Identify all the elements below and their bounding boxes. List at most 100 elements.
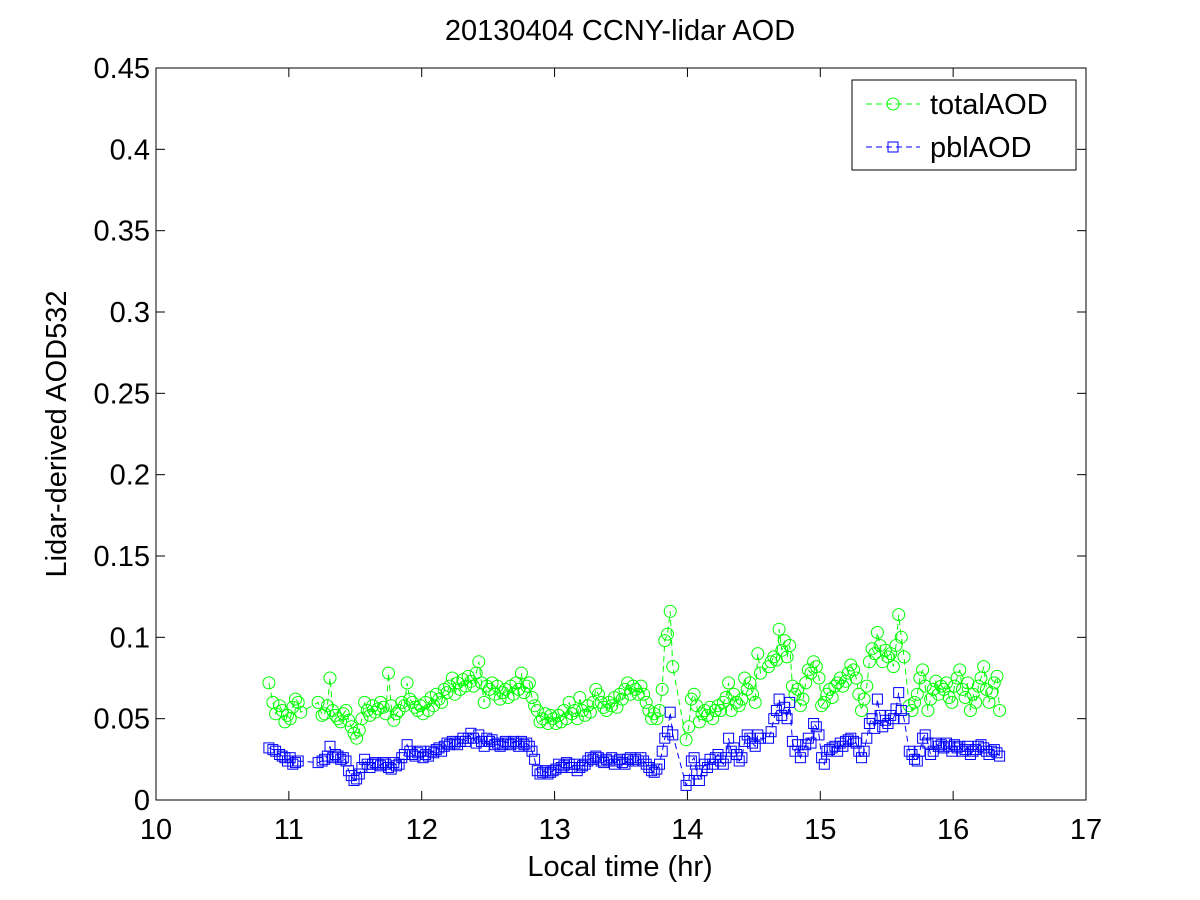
data-point-totalAOD: [639, 695, 653, 709]
data-point-totalAOD: [490, 679, 504, 693]
data-point-pblAOD: [683, 775, 695, 786]
data-point-totalAOD: [993, 704, 1007, 717]
data-point-totalAOD: [886, 660, 900, 674]
data-point-totalAOD: [631, 687, 645, 701]
data-point-pblAOD: [871, 693, 883, 705]
data-point-pblAOD: [654, 758, 665, 770]
data-point-totalAOD: [950, 671, 964, 685]
data-point-totalAOD: [525, 691, 539, 704]
y-tick-label: 0.25: [94, 378, 150, 410]
x-tick-label: 12: [406, 814, 438, 846]
data-point-totalAOD: [618, 682, 632, 696]
data-point-totalAOD: [615, 692, 629, 706]
data-point-pblAOD: [768, 713, 780, 725]
data-point-pblAOD: [797, 745, 809, 757]
data-point-totalAOD: [924, 692, 938, 706]
data-point-totalAOD: [754, 666, 767, 680]
data-point-totalAOD: [440, 686, 454, 700]
data-point-totalAOD: [395, 695, 409, 709]
data-point-totalAOD: [881, 650, 895, 664]
data-point-totalAOD: [568, 704, 581, 717]
data-point-pblAOD: [794, 752, 806, 764]
data-point-pblAOD: [337, 752, 349, 764]
series-totalAOD: [262, 604, 1007, 747]
plot-area: [156, 68, 1086, 800]
y-tick-label: 0.05: [94, 704, 150, 736]
data-point-totalAOD: [311, 695, 325, 709]
legend-box: [851, 79, 1077, 171]
data-point-totalAOD: [815, 699, 829, 713]
series-layer: [262, 604, 1007, 791]
data-point-pblAOD: [784, 696, 796, 708]
data-point-totalAOD: [870, 626, 884, 639]
x-tick-label: 13: [538, 814, 570, 846]
data-point-totalAOD: [408, 700, 422, 714]
data-point-totalAOD: [746, 687, 759, 701]
y-tick-label: 0.15: [94, 541, 150, 573]
data-point-totalAOD: [852, 687, 866, 701]
data-point-pblAOD: [808, 718, 820, 729]
data-point-totalAOD: [390, 707, 403, 721]
data-point-totalAOD: [916, 663, 930, 677]
x-tick-label: 11: [274, 814, 304, 846]
data-point-pblAOD: [919, 729, 931, 741]
x-tick-label: 10: [140, 814, 172, 846]
data-point-totalAOD: [323, 671, 337, 685]
data-point-totalAOD: [371, 702, 385, 716]
x-tick-label: 17: [1070, 814, 1102, 846]
data-point-totalAOD: [945, 695, 959, 709]
data-point-pblAOD: [763, 732, 774, 744]
data-point-totalAOD: [591, 687, 605, 701]
data-point-totalAOD: [368, 705, 382, 719]
data-point-totalAOD: [894, 630, 908, 644]
data-point-totalAOD: [849, 671, 863, 685]
data-point-pblAOD: [805, 737, 817, 749]
legend-entry-totalAOD: totalAOD: [866, 89, 1048, 121]
axes-box: [155, 67, 1087, 801]
data-point-totalAOD: [339, 704, 353, 717]
data-point-totalAOD: [661, 627, 674, 641]
legend-entry-pblAOD: pblAOD: [866, 132, 1032, 164]
data-point-totalAOD: [583, 705, 597, 719]
data-point-pblAOD: [685, 755, 697, 767]
data-point-totalAOD: [634, 679, 648, 693]
data-point-pblAOD: [526, 745, 538, 757]
data-point-pblAOD: [810, 721, 822, 733]
data-point-pblAOD: [994, 750, 1006, 762]
data-point-totalAOD: [392, 704, 406, 717]
data-point-totalAOD: [320, 699, 334, 713]
data-point-totalAOD: [663, 604, 677, 618]
x-tick-label: 14: [671, 814, 703, 846]
data-point-totalAOD: [971, 679, 985, 693]
data-point-totalAOD: [655, 682, 669, 696]
data-point-pblAOD: [869, 722, 881, 734]
data-point-pblAOD: [688, 752, 700, 764]
data-point-pblAOD: [656, 745, 668, 757]
data-point-totalAOD: [783, 639, 797, 652]
data-point-totalAOD: [847, 663, 860, 677]
data-point-totalAOD: [767, 650, 781, 664]
data-point-totalAOD: [940, 676, 953, 690]
y-tick-label: 0.45: [94, 53, 150, 85]
data-point-totalAOD: [682, 720, 696, 734]
data-point-totalAOD: [605, 699, 619, 713]
data-point-pblAOD: [781, 713, 793, 725]
data-point-totalAOD: [552, 708, 566, 722]
data-point-totalAOD: [955, 682, 969, 696]
data-point-totalAOD: [318, 707, 332, 721]
data-point-pblAOD: [312, 757, 324, 769]
data-point-totalAOD: [969, 695, 983, 709]
data-point-totalAOD: [666, 660, 680, 674]
data-point-pblAOD: [861, 732, 873, 744]
data-point-totalAOD: [727, 687, 741, 701]
data-point-totalAOD: [817, 695, 831, 709]
data-point-pblAOD: [856, 752, 867, 764]
data-point-totalAOD: [472, 655, 486, 669]
data-point-totalAOD: [350, 731, 364, 745]
data-point-totalAOD: [435, 695, 449, 709]
data-point-pblAOD: [813, 729, 825, 741]
y-tick-label: 0: [134, 785, 150, 817]
data-point-totalAOD: [796, 692, 810, 706]
axes-layer: [155, 67, 1087, 801]
data-point-totalAOD: [541, 717, 555, 730]
